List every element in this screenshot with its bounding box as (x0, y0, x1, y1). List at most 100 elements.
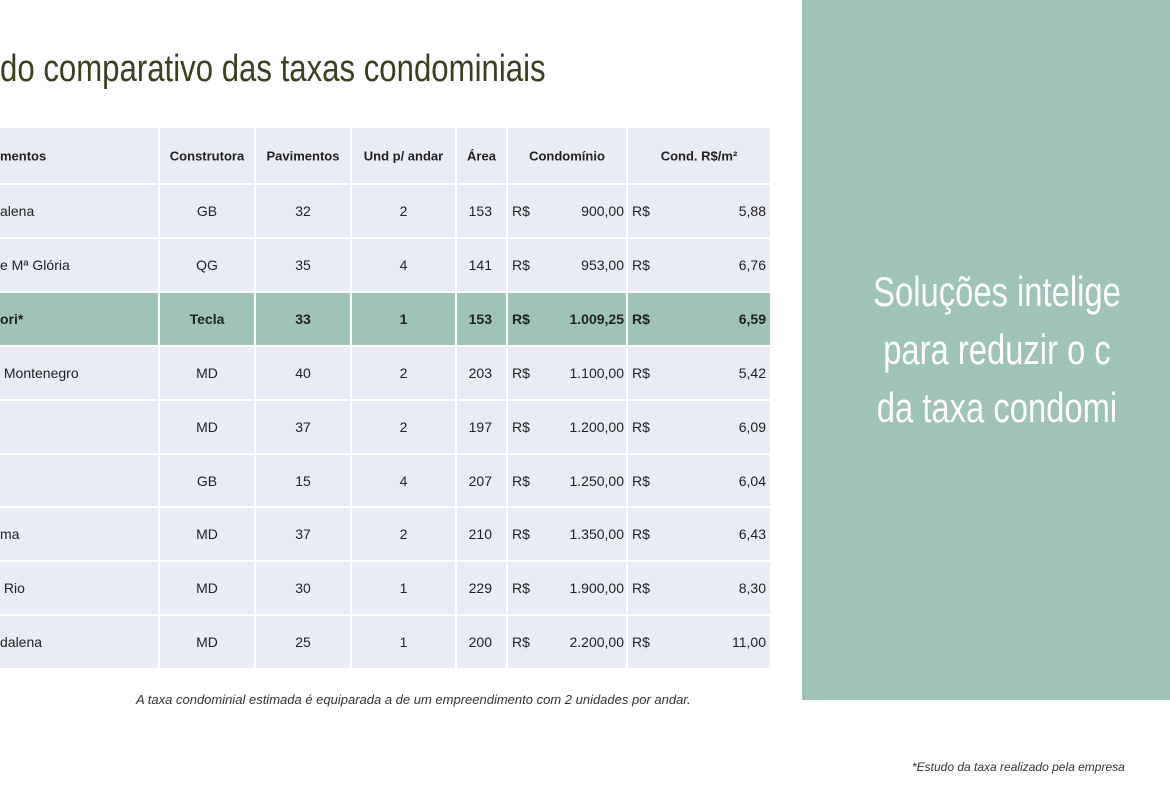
cell-text: 2 (399, 365, 408, 381)
cell-text: Cond. R$/m² (660, 148, 738, 163)
cell-text: ori* (0, 311, 24, 327)
cell-text: Rio (0, 580, 25, 596)
cell-text: R$ (512, 203, 530, 219)
cell-text: R$ (512, 526, 530, 542)
table-cell: R$ 1.100,00 (508, 347, 628, 401)
cell-text: 37 (295, 526, 311, 542)
cell-text: 4 (399, 257, 408, 273)
cell-text: MD (196, 634, 218, 650)
cell-text: R$ (632, 257, 650, 273)
cell-text: R$ (632, 311, 650, 327)
table-cell: 25 (256, 616, 352, 670)
table-cell: R$ 5,88 (628, 185, 772, 239)
cell-text: R$ (512, 311, 530, 327)
table-cell: 35 (256, 239, 352, 293)
cell-text: 2 (399, 419, 408, 435)
cell-text: R$ (632, 526, 650, 542)
cell-text: 953,00 (581, 257, 624, 273)
cell-text: dalena (0, 634, 43, 650)
table-cell: 2 (352, 508, 457, 562)
table-note: A taxa condominial estimada é equiparada… (136, 692, 691, 707)
cell-text: Und p/ andar (363, 148, 444, 163)
header-cell: Und p/ andar (352, 128, 457, 185)
cell-text: Tecla (189, 311, 225, 327)
cell-text: 1.009,25 (569, 311, 625, 327)
table-cell: R$ 1.900,00 (508, 562, 628, 616)
table-cell: R$ 6,09 (628, 401, 772, 455)
cell-text: R$ (632, 203, 650, 219)
cell-text: 25 (295, 634, 311, 650)
cell-text: 6,09 (738, 419, 766, 435)
side-panel: Soluções intelige para reduzir o c da taxa… (802, 0, 1170, 700)
table-cell: alena (0, 185, 160, 239)
cell-text: 1 (399, 580, 408, 596)
table-cell: 32 (256, 185, 352, 239)
table-cell: e Mª Glória (0, 239, 160, 293)
cell-text: 6,76 (738, 257, 766, 273)
table-cell: 153 (457, 293, 508, 347)
cell-text: 203 (468, 365, 492, 381)
table-cell: 4 (352, 239, 457, 293)
table-cell: R$ 6,43 (628, 508, 772, 562)
cell-text: MD (196, 526, 218, 542)
header-cell: Condomínio (508, 128, 628, 185)
cell-text: 6,59 (738, 311, 766, 327)
panel-line: da taxa condomi (876, 384, 1118, 431)
cell-text: 37 (295, 419, 311, 435)
table-cell: R$ 5,42 (628, 347, 772, 401)
cell-text: 200 (468, 634, 492, 650)
table-cell: 210 (457, 508, 508, 562)
table-cell: QG (160, 239, 256, 293)
table-cell: 37 (256, 401, 352, 455)
table-cell: GB (160, 185, 256, 239)
cell-text: 153 (468, 311, 492, 327)
cell-text: alena (0, 203, 35, 219)
table-cell: R$ 2.200,00 (508, 616, 628, 670)
cell-text: R$ (632, 580, 650, 596)
table-cell: R$ 8,30 (628, 562, 772, 616)
cell-text: 15 (295, 472, 311, 489)
cell-text: 153 (468, 203, 492, 219)
table-cell: 30 (256, 562, 352, 616)
cell-text: Pavimentos (266, 148, 340, 163)
cell-text: 1 (399, 311, 408, 327)
cell-text: MD (196, 419, 218, 435)
table-cell: 153 (457, 185, 508, 239)
footnote: *Estudo da taxa realizado pela empresa (912, 760, 1125, 774)
cell-text: R$ (512, 580, 530, 596)
table-cell: GB (160, 455, 256, 508)
cell-text: Área (467, 148, 496, 163)
table-cell: R$ 1.009,25 (508, 293, 628, 347)
table-cell: R$ 953,00 (508, 239, 628, 293)
cell-text: 1.100,00 (569, 365, 625, 381)
cell-text: 1.900,00 (569, 580, 625, 596)
table-cell: 1 (352, 293, 457, 347)
header-cell: mentos (0, 128, 160, 185)
table-cell: 2 (352, 347, 457, 401)
cell-text: 2 (399, 203, 408, 219)
cell-text: 6,43 (738, 526, 766, 542)
table-cell: 1 (352, 562, 457, 616)
cell-text: 4 (399, 472, 408, 489)
cell-text: 1.200,00 (569, 419, 625, 435)
cell-text: 30 (295, 580, 311, 596)
table-cell: R$ 900,00 (508, 185, 628, 239)
table-cell: 207 (457, 455, 508, 508)
cell-text: R$ (512, 419, 530, 435)
table-cell: R$ 6,59 (628, 293, 772, 347)
cell-text: R$ (512, 472, 530, 489)
cell-text: 229 (468, 580, 492, 596)
table-cell: R$ 6,76 (628, 239, 772, 293)
table-cell: MD (160, 508, 256, 562)
table-cell: 229 (457, 562, 508, 616)
table-cell: Rio (0, 562, 160, 616)
panel-line: para reduzir o c (883, 326, 1111, 373)
table-cell: 203 (457, 347, 508, 401)
cell-text: R$ (512, 257, 530, 273)
table-cell: Tecla (160, 293, 256, 347)
table-cell: 37 (256, 508, 352, 562)
cell-text: 197 (468, 419, 492, 435)
table-cell: MD (160, 562, 256, 616)
table-cell: R$ 1.200,00 (508, 401, 628, 455)
comparison-table: mentos Construtora Pavimentos Und p/ andar Á… (0, 128, 772, 670)
